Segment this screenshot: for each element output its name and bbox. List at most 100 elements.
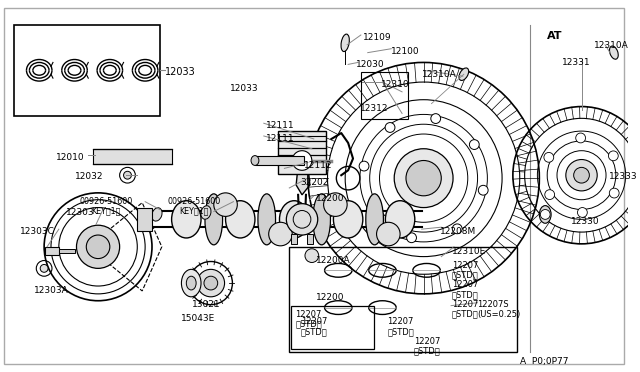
Bar xyxy=(291,234,297,244)
Text: 12207: 12207 xyxy=(452,280,479,289)
Circle shape xyxy=(452,224,462,234)
Text: 12030: 12030 xyxy=(356,61,385,70)
Circle shape xyxy=(394,149,453,208)
Text: 12207: 12207 xyxy=(301,317,328,326)
Text: （STD）: （STD） xyxy=(295,320,322,328)
Ellipse shape xyxy=(459,68,468,80)
Text: （STD）: （STD） xyxy=(452,290,479,299)
Text: 00926-51600: 00926-51600 xyxy=(79,197,132,206)
Text: 32202: 32202 xyxy=(300,178,328,187)
Text: A  P0;0P77: A P0;0P77 xyxy=(520,357,568,366)
Polygon shape xyxy=(296,166,310,195)
Text: 12207S: 12207S xyxy=(477,300,509,309)
Circle shape xyxy=(609,151,618,161)
Ellipse shape xyxy=(225,201,255,238)
Circle shape xyxy=(40,264,48,272)
Bar xyxy=(278,131,326,174)
Circle shape xyxy=(269,222,292,246)
Text: 12330: 12330 xyxy=(571,217,599,227)
Bar xyxy=(291,306,374,349)
Circle shape xyxy=(204,276,218,290)
Text: 12310A: 12310A xyxy=(422,70,456,79)
Circle shape xyxy=(286,203,317,235)
Text: 12032: 12032 xyxy=(74,172,103,181)
Circle shape xyxy=(385,123,395,132)
Text: 12303A: 12303A xyxy=(35,286,69,295)
Text: (US=0.25): (US=0.25) xyxy=(477,310,521,318)
Bar xyxy=(138,208,152,231)
Circle shape xyxy=(124,171,131,179)
Circle shape xyxy=(566,160,597,191)
Text: （STD）: （STD） xyxy=(452,310,479,318)
Circle shape xyxy=(544,153,554,162)
Circle shape xyxy=(305,249,319,263)
Circle shape xyxy=(359,161,369,171)
Ellipse shape xyxy=(205,194,223,245)
Ellipse shape xyxy=(385,201,415,238)
Bar xyxy=(13,25,160,116)
Circle shape xyxy=(324,193,347,217)
Text: 12033: 12033 xyxy=(230,84,259,93)
Text: 12111: 12111 xyxy=(266,134,294,143)
Ellipse shape xyxy=(333,201,363,238)
Text: 12200A: 12200A xyxy=(316,256,350,264)
Text: AT: AT xyxy=(547,31,563,41)
Text: KEY（1）: KEY（1） xyxy=(179,206,209,216)
Text: 12207: 12207 xyxy=(387,317,413,326)
Ellipse shape xyxy=(172,201,201,238)
Text: （STD）: （STD） xyxy=(452,270,479,279)
Circle shape xyxy=(576,133,586,143)
Ellipse shape xyxy=(313,194,330,245)
Circle shape xyxy=(406,233,417,243)
Text: 12200: 12200 xyxy=(316,194,344,203)
Text: 15043E: 15043E xyxy=(181,314,216,324)
Ellipse shape xyxy=(258,194,276,245)
Circle shape xyxy=(478,185,488,195)
Bar xyxy=(289,247,516,352)
Text: 12207: 12207 xyxy=(452,260,479,270)
Text: 12100: 12100 xyxy=(391,47,420,56)
Text: 12207: 12207 xyxy=(295,310,321,318)
Text: （STD）: （STD） xyxy=(301,327,328,336)
Circle shape xyxy=(406,160,442,196)
Text: （STD）: （STD） xyxy=(387,327,414,336)
Text: 12333: 12333 xyxy=(609,172,637,181)
Bar xyxy=(255,155,304,166)
Text: 12303: 12303 xyxy=(66,208,94,217)
Text: 12310: 12310 xyxy=(381,80,409,89)
Bar xyxy=(361,72,408,119)
Bar xyxy=(307,234,313,244)
Ellipse shape xyxy=(609,46,618,59)
Circle shape xyxy=(609,188,619,198)
Text: 13021: 13021 xyxy=(192,300,221,309)
Bar xyxy=(93,149,172,164)
Text: 12109: 12109 xyxy=(363,33,392,42)
Circle shape xyxy=(214,193,237,217)
Text: 00926-51600: 00926-51600 xyxy=(168,197,221,206)
Ellipse shape xyxy=(181,269,201,297)
Bar xyxy=(59,249,74,253)
Circle shape xyxy=(292,151,312,170)
Text: KEY（1）: KEY（1） xyxy=(92,206,120,216)
Circle shape xyxy=(540,209,550,219)
Text: 12112: 12112 xyxy=(304,160,333,170)
Text: 12111: 12111 xyxy=(266,121,294,130)
Ellipse shape xyxy=(152,208,162,221)
Circle shape xyxy=(431,114,440,124)
Ellipse shape xyxy=(540,206,551,223)
Text: 12310E: 12310E xyxy=(452,247,486,256)
Circle shape xyxy=(545,190,555,199)
Bar xyxy=(45,247,59,255)
Ellipse shape xyxy=(186,276,196,290)
Text: 12312: 12312 xyxy=(360,104,388,113)
Circle shape xyxy=(86,235,110,259)
Text: 12200: 12200 xyxy=(316,293,344,302)
Text: 12208M: 12208M xyxy=(440,227,477,236)
Circle shape xyxy=(77,225,120,268)
Ellipse shape xyxy=(201,206,211,219)
Circle shape xyxy=(368,207,378,217)
Ellipse shape xyxy=(280,201,309,238)
Text: 12303C: 12303C xyxy=(20,227,54,236)
Circle shape xyxy=(469,140,479,150)
Text: 12310A: 12310A xyxy=(595,41,629,50)
